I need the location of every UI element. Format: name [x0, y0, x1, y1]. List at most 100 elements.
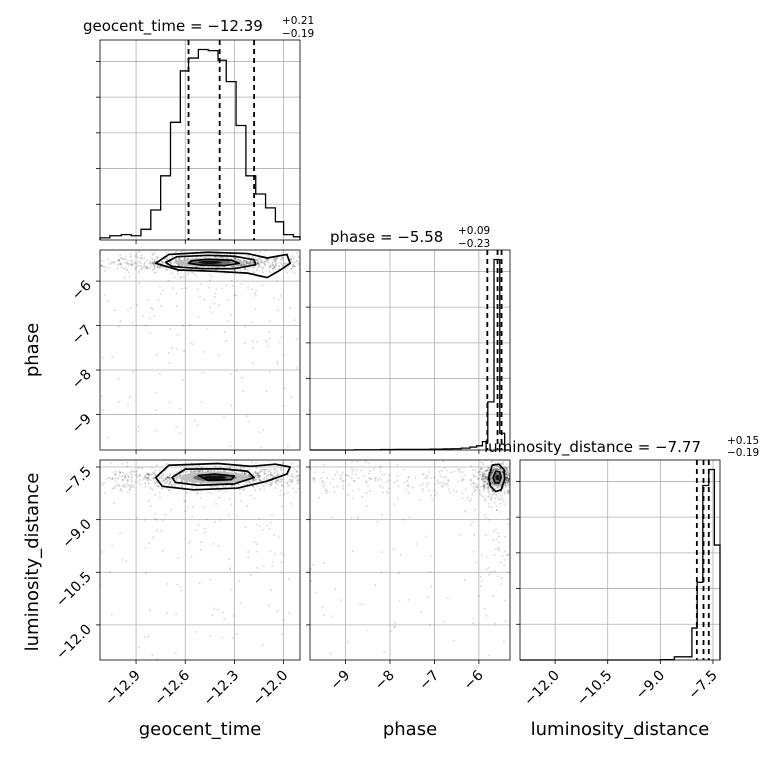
sample-point	[149, 479, 152, 482]
sample-point	[505, 479, 508, 482]
sample-point	[386, 480, 389, 483]
sample-point	[213, 469, 216, 472]
sample-point	[115, 470, 118, 473]
sample-point	[513, 475, 515, 477]
sample-point	[506, 471, 509, 474]
sample-point	[483, 487, 486, 490]
sample-point	[248, 480, 251, 483]
sample-point	[133, 470, 136, 473]
sample-point	[482, 495, 485, 498]
sample-point	[373, 467, 376, 470]
sample-point	[297, 481, 300, 484]
sample-point	[130, 473, 133, 476]
sample-point	[506, 469, 509, 472]
sample-point	[221, 287, 224, 290]
sample-point	[268, 320, 271, 323]
sample-point	[239, 264, 242, 267]
sample-point	[267, 258, 270, 261]
sample-point	[148, 500, 151, 503]
sample-point	[281, 505, 284, 508]
sample-point	[175, 305, 178, 308]
sample-point	[351, 472, 354, 475]
sample-point	[118, 471, 121, 474]
histogram-geocent-time	[99, 48, 301, 240]
sample-point	[119, 471, 122, 474]
sample-point	[430, 476, 433, 479]
sample-point	[341, 485, 344, 488]
sample-point	[166, 479, 169, 482]
sample-point	[512, 475, 514, 477]
sample-point	[154, 482, 157, 485]
sample-point	[272, 476, 275, 479]
sample-point	[310, 579, 313, 582]
sample-point	[516, 471, 518, 473]
sample-point	[282, 264, 285, 267]
sample-point	[203, 527, 206, 530]
sample-point	[507, 480, 510, 483]
sample-point	[280, 478, 283, 481]
sample-point	[495, 493, 498, 496]
sample-point	[472, 491, 475, 494]
sample-point	[324, 489, 327, 492]
sample-point	[380, 551, 383, 554]
sample-point	[273, 266, 276, 269]
sample-point	[455, 490, 458, 493]
sample-point	[381, 473, 384, 476]
sample-point	[156, 529, 159, 532]
sample-point	[126, 262, 129, 265]
sample-point	[308, 261, 310, 263]
sample-point	[403, 481, 406, 484]
sample-point	[208, 306, 211, 309]
sample-point	[370, 477, 373, 480]
sample-point	[262, 429, 265, 432]
sample-point	[506, 468, 509, 471]
sample-point	[507, 481, 510, 484]
sample-point	[143, 257, 146, 260]
sample-point	[463, 579, 466, 582]
sample-point	[339, 476, 342, 479]
sample-point	[279, 294, 282, 297]
sample-point	[255, 258, 258, 261]
sample-point	[326, 489, 329, 492]
sample-point	[243, 258, 246, 261]
sample-point	[507, 553, 510, 556]
sample-point	[456, 468, 459, 471]
sample-point	[117, 258, 120, 261]
sample-point	[291, 473, 294, 476]
sample-point	[145, 324, 148, 327]
sample-point	[160, 477, 163, 480]
sample-point	[496, 495, 499, 498]
sample-point	[428, 623, 431, 626]
sample-point	[506, 491, 509, 494]
sample-point	[113, 260, 116, 263]
sample-point	[516, 482, 518, 484]
sample-point	[278, 267, 281, 270]
sample-point	[138, 251, 141, 254]
sample-point	[155, 464, 158, 467]
contour-1	[164, 254, 257, 270]
sample-point	[312, 477, 315, 480]
sample-point	[504, 619, 507, 622]
sample-point	[336, 485, 339, 488]
sample-point	[498, 541, 501, 544]
sample-point	[505, 467, 508, 470]
sample-point	[100, 395, 103, 398]
sample-point	[133, 486, 136, 489]
sample-point	[482, 475, 485, 478]
title-geocent-time: geocent_time = −12.39	[83, 17, 263, 36]
sample-point	[290, 260, 293, 263]
sample-point	[188, 323, 191, 326]
sample-point	[295, 470, 298, 473]
sample-point	[481, 473, 484, 476]
sample-point	[490, 505, 493, 508]
sample-point	[152, 263, 155, 266]
sample-point	[248, 262, 251, 265]
tick-labels: −12.9 −12.6 −12.3 −12.0 −9 −8 −7 −6 −12.0 −10.5 −9…	[53, 278, 721, 710]
sample-point	[383, 473, 386, 476]
sample-point	[449, 491, 452, 494]
sample-point	[243, 264, 246, 267]
sample-point	[152, 477, 155, 480]
sample-point	[124, 255, 127, 258]
sample-point	[280, 489, 283, 492]
sample-point	[322, 561, 325, 564]
